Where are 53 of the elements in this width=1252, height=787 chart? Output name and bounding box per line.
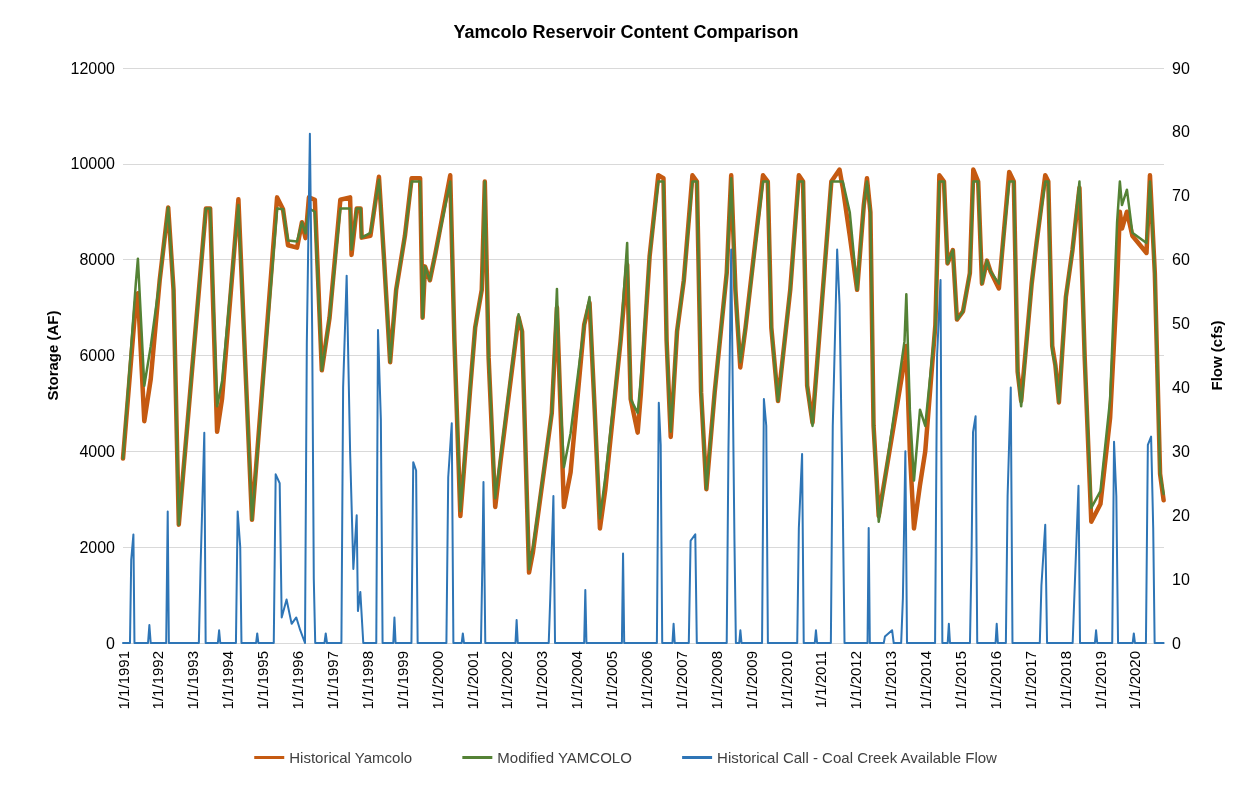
y-tick-label: 4000	[79, 442, 116, 460]
x-tick-label: 1/1/2016	[986, 651, 1004, 710]
y-tick-label: 8000	[79, 251, 116, 269]
y-tick-label: 12000	[70, 59, 116, 77]
y2-tick-label: 80	[1172, 123, 1190, 141]
x-tick-label: 1/1/1999	[393, 651, 411, 710]
x-tick-label: 1/1/2006	[637, 651, 655, 710]
x-tick-label: 1/1/1996	[288, 651, 306, 710]
y2-tick-label: 30	[1172, 442, 1190, 460]
y2-axis-title: Flow (cfs)	[1208, 320, 1225, 391]
x-tick-label: 1/1/2000	[428, 651, 446, 710]
y2-tick-label: 60	[1172, 251, 1190, 269]
x-tick-label: 1/1/1992	[149, 651, 167, 710]
x-tick-label: 1/1/2002	[498, 651, 516, 710]
chart-title: Yamcolo Reservoir Content Comparison	[453, 22, 799, 42]
x-tick-label: 1/1/2005	[603, 651, 621, 710]
x-tick-label: 1/1/2009	[742, 651, 760, 710]
y2-tick-label: 90	[1172, 59, 1190, 77]
y2-tick-label: 10	[1172, 570, 1190, 588]
y-tick-label: 6000	[79, 347, 116, 364]
y2-tick-label: 20	[1172, 506, 1190, 524]
x-tick-label: 1/1/1997	[323, 651, 341, 710]
y2-tick-label: 70	[1172, 187, 1190, 205]
x-tick-label: 1/1/2003	[533, 651, 551, 710]
x-tick-label: 1/1/1991	[114, 651, 132, 710]
x-tick-label: 1/1/2017	[1021, 651, 1039, 710]
x-tick-label: 1/1/2007	[672, 651, 690, 710]
x-tick-label: 1/1/1998	[358, 651, 376, 710]
x-tick-label: 1/1/2013	[882, 651, 900, 710]
y-axis-title: Storage (AF)	[43, 310, 61, 401]
y2-tick-label: 50	[1172, 315, 1190, 333]
x-tick-label: 1/1/1993	[184, 651, 202, 710]
x-tick-label: 1/1/2010	[777, 651, 795, 710]
y-tick-label: 2000	[79, 538, 116, 556]
y-tick-label: 10000	[70, 155, 116, 173]
x-tick-label: 1/1/2015	[952, 651, 969, 710]
y2-tick-label: 40	[1172, 378, 1190, 396]
x-tick-label: 1/1/2008	[707, 651, 725, 710]
legend-label: Historical Yamcolo	[289, 749, 413, 766]
y2-tick-label: 0	[1172, 634, 1181, 652]
x-tick-label: 1/1/2004	[568, 651, 586, 710]
legend-label: Modified YAMCOLO	[497, 749, 632, 766]
x-tick-label: 1/1/2011	[812, 651, 830, 709]
x-tick-label: 1/1/2019	[1091, 651, 1109, 710]
x-tick-label: 1/1/2001	[463, 651, 481, 710]
x-tick-label: 1/1/2014	[917, 651, 935, 710]
legend-label: Historical Call - Coal Creek Available Flow	[717, 749, 998, 766]
y-tick-label: 0	[106, 634, 116, 652]
x-tick-label: 1/1/2012	[847, 651, 865, 710]
x-tick-label: 1/1/1995	[254, 651, 272, 710]
x-tick-label: 1/1/1994	[219, 651, 237, 710]
x-tick-label: 1/1/2020	[1126, 651, 1144, 710]
x-tick-label: 1/1/2018	[1056, 651, 1074, 710]
